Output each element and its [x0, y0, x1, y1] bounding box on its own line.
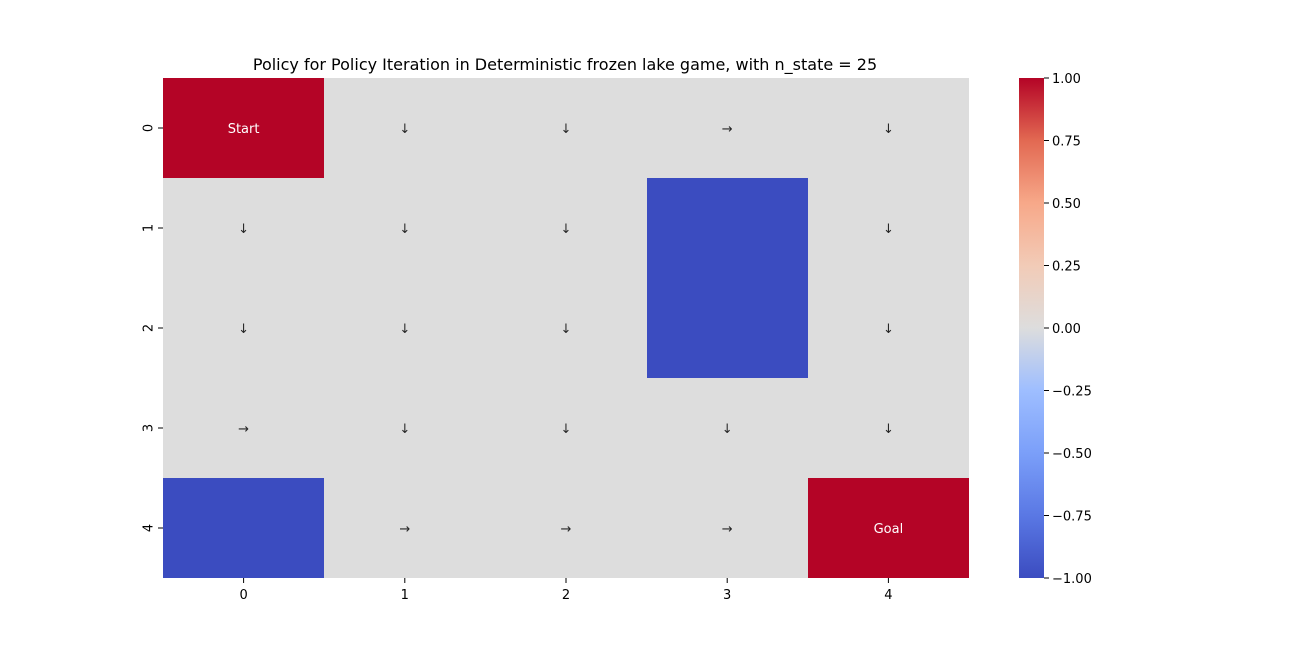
colorbar-tick-label-1: 0.75 — [1052, 135, 1081, 150]
colorbar-tick-label-2: 0.50 — [1052, 197, 1081, 212]
cell-annotation-r0-c2: ↓ — [561, 122, 572, 137]
heatmap-cell-r1-c1 — [324, 178, 485, 278]
heatmap-cell-r2-c0 — [163, 278, 324, 378]
heatmap-cell-r0-c3 — [647, 78, 808, 178]
colorbar-tick-label-8: −1.00 — [1052, 572, 1092, 587]
heatmap-cell-r4-c3 — [647, 478, 808, 578]
y-axis: 0 1 2 3 4 — [142, 124, 163, 532]
cell-annotation-r1-c2: ↓ — [561, 222, 572, 237]
heatmap-cell-r2-c3 — [647, 278, 808, 378]
cell-annotation-r1-c1: ↓ — [399, 222, 410, 237]
heatmap-cell-r0-c0 — [163, 78, 324, 178]
heatmap-cell-r0-c1 — [324, 78, 485, 178]
colorbar-tick-label-5: −0.25 — [1052, 385, 1092, 400]
y-tick-label-0: 0 — [142, 124, 157, 132]
heatmap-cell-r0-c2 — [485, 78, 647, 178]
colorbar-ticks: 1.00 0.75 0.50 0.25 0.00 −0.25 −0.50 −0.75 −1.00 — [1044, 72, 1092, 587]
x-tick-label-4: 4 — [884, 588, 892, 603]
heatmap-cell-r1-c0 — [163, 178, 324, 278]
heatmap-cell-r1-c4 — [808, 178, 969, 278]
heatmap-cell-r2-c2 — [485, 278, 647, 378]
cell-annotation-r0-c0: Start — [228, 122, 260, 137]
y-tick-label-2: 2 — [142, 324, 157, 332]
colorbar-tick-label-4: 0.00 — [1052, 322, 1081, 337]
heatmap-cell-r2-c4 — [808, 278, 969, 378]
cell-annotation-r4-c2: → — [561, 522, 572, 537]
cell-annotation-r3-c3: ↓ — [722, 422, 733, 437]
heatmap-cells — [163, 78, 969, 578]
cell-annotation-r2-c1: ↓ — [399, 322, 410, 337]
cell-annotation-r3-c0: → — [238, 422, 249, 437]
cell-annotation-r0-c3: → — [722, 122, 733, 137]
x-tick-label-0: 0 — [239, 588, 247, 603]
heatmap-cell-r3-c2 — [485, 378, 647, 478]
heatmap-cell-r2-c1 — [324, 278, 485, 378]
colorbar — [1019, 78, 1044, 578]
x-tick-label-3: 3 — [723, 588, 731, 603]
heatmap-cell-r4-c4 — [808, 478, 969, 578]
cell-annotations: Start ↓ ↓ → ↓ ↓ ↓ ↓ ↓ ↓ ↓ ↓ ↓ → ↓ ↓ ↓ ↓ → → → Goal — [228, 122, 903, 537]
cell-annotation-r2-c0: ↓ — [238, 322, 249, 337]
y-tick-label-4: 4 — [142, 524, 157, 532]
cell-annotation-r3-c2: ↓ — [561, 422, 572, 437]
heatmap-cell-r4-c2 — [485, 478, 647, 578]
cell-annotation-r3-c4: ↓ — [883, 422, 894, 437]
heatmap-cell-r0-c4 — [808, 78, 969, 178]
y-tick-label-1: 1 — [142, 224, 157, 232]
heatmap-cell-r3-c0 — [163, 378, 324, 478]
cell-annotation-r0-c1: ↓ — [399, 122, 410, 137]
cell-annotation-r2-c2: ↓ — [561, 322, 572, 337]
cell-annotation-r3-c1: ↓ — [399, 422, 410, 437]
heatmap-cell-r3-c4 — [808, 378, 969, 478]
colorbar-tick-label-7: −0.75 — [1052, 510, 1092, 525]
x-tick-label-2: 2 — [562, 588, 570, 603]
cell-annotation-r0-c4: ↓ — [883, 122, 894, 137]
x-axis: 0 1 2 3 4 — [239, 578, 893, 603]
cell-annotation-r4-c4: Goal — [874, 522, 904, 537]
cell-annotation-r1-c0: ↓ — [238, 222, 249, 237]
cell-annotation-r2-c4: ↓ — [883, 322, 894, 337]
y-tick-label-3: 3 — [142, 424, 157, 432]
heatmap-cell-r1-c3 — [647, 178, 808, 278]
colorbar-tick-label-6: −0.50 — [1052, 447, 1092, 462]
heatmap-cell-r3-c3 — [647, 378, 808, 478]
heatmap-cell-r4-c1 — [324, 478, 485, 578]
chart-title: Policy for Policy Iteration in Determini… — [253, 55, 877, 75]
cell-annotation-r4-c3: → — [722, 522, 733, 537]
heatmap-cell-r4-c0 — [163, 478, 324, 578]
colorbar-tick-label-0: 1.00 — [1052, 72, 1081, 87]
colorbar-tick-label-3: 0.25 — [1052, 260, 1081, 275]
x-tick-label-1: 1 — [401, 588, 409, 603]
cell-annotation-r1-c4: ↓ — [883, 222, 894, 237]
heatmap-cell-r1-c2 — [485, 178, 647, 278]
cell-annotation-r4-c1: → — [399, 522, 410, 537]
heatmap-cell-r3-c1 — [324, 378, 485, 478]
